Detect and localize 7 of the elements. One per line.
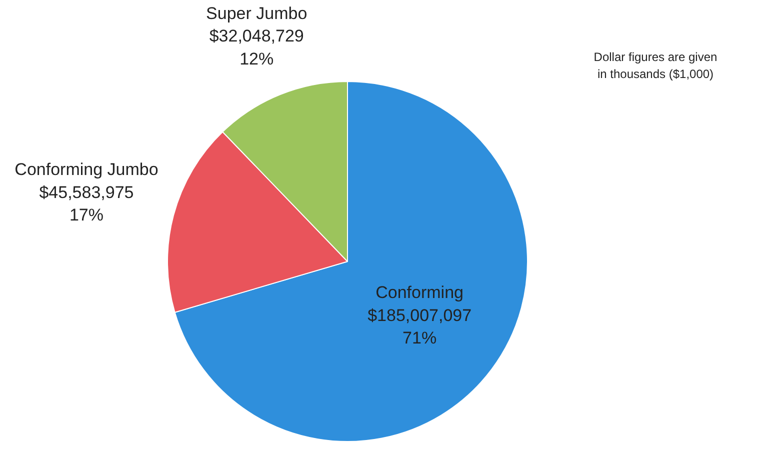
data-label: $45,583,975 17%: [39, 182, 134, 225]
slice-label: Conforming Jumbo: [14, 160, 158, 180]
slice-label: Super Jumbo: [206, 4, 308, 23]
text: Dollar figures are given in thousands ($1,000): [594, 50, 718, 81]
data-label: $32,048,729 12%: [209, 26, 304, 68]
data-label: $185,007,097 71%: [368, 306, 472, 348]
slice-label: Conforming: [376, 283, 464, 302]
